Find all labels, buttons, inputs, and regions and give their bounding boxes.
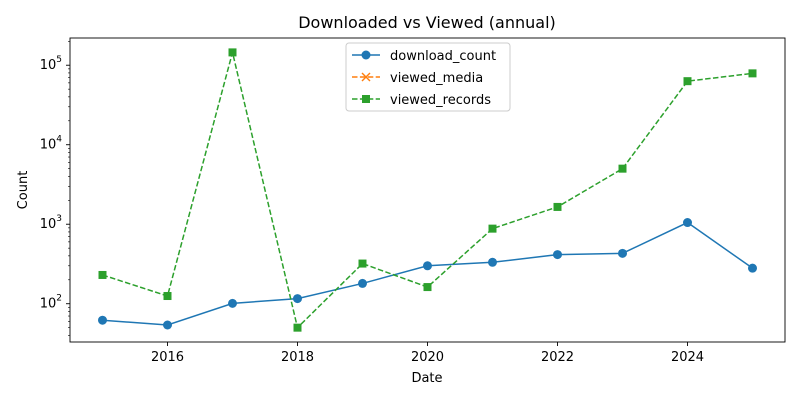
x-axis-label: Date (411, 371, 442, 386)
data-point-viewed_records (98, 270, 107, 279)
y-tick-label: 103 (40, 214, 62, 232)
data-point-viewed_records (293, 323, 302, 332)
data-point-viewed_records (488, 224, 497, 233)
data-point-viewed_records (618, 164, 627, 173)
chart-title: Downloaded vs Viewed (annual) (298, 13, 556, 32)
data-point-download_count (748, 263, 757, 273)
data-point-download_count (488, 257, 497, 267)
data-point-viewed_records (423, 283, 432, 292)
legend-marker-download_count (361, 50, 371, 60)
legend-marker-viewed_media (361, 72, 371, 82)
data-point-download_count (228, 298, 237, 308)
y-tick-label: 104 (40, 135, 63, 153)
legend-marker-viewed_records (362, 95, 370, 103)
data-point-viewed_records (553, 202, 562, 211)
legend-label-download_count: download_count (390, 49, 496, 64)
data-point-viewed_records (163, 292, 172, 301)
y-tick-label: 105 (40, 55, 62, 73)
data-point-download_count (618, 248, 627, 258)
x-tick-label: 2022 (541, 350, 574, 365)
data-point-download_count (163, 320, 172, 330)
x-tick-label: 2018 (281, 350, 314, 365)
data-point-download_count (98, 315, 107, 325)
plot-frame (69, 37, 786, 343)
legend-label-viewed_media: viewed_media (390, 71, 483, 86)
data-point-download_count (683, 218, 692, 228)
x-tick-label: 2016 (151, 350, 184, 365)
plot-area: 102 103 104 105 2016 2018 2020 2022 2024 (40, 37, 786, 365)
data-point-download_count (423, 261, 432, 271)
legend-box (345, 42, 511, 112)
legend-label-viewed_records: viewed_records (390, 93, 491, 108)
x-tick-label: 2020 (411, 350, 444, 365)
data-point-download_count (293, 294, 302, 304)
data-point-viewed_records (358, 259, 367, 268)
legend: download_count viewed_media viewed_records (345, 42, 511, 112)
x-tick-label: 2024 (671, 350, 704, 365)
data-point-download_count (553, 250, 562, 260)
data-point-viewed_records (748, 69, 757, 78)
data-point-download_count (358, 278, 367, 288)
data-point-viewed_records (683, 77, 692, 86)
y-axis-label: Count (16, 171, 31, 210)
data-point-viewed_records (228, 48, 237, 57)
y-tick-label: 102 (40, 294, 62, 312)
